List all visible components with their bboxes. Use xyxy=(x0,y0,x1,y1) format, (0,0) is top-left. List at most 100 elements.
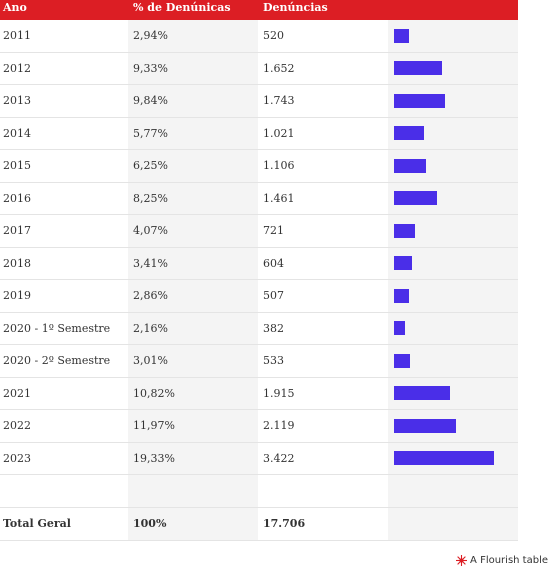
value-bar xyxy=(394,126,424,141)
value-bar xyxy=(394,451,494,466)
percent-cell: 9,33% xyxy=(128,52,258,84)
value-bar xyxy=(394,223,416,238)
denuncias-cell: 604 xyxy=(258,247,388,279)
table-row: 2015 6,25% 1.106 xyxy=(0,150,518,183)
table-row: 2011 2,94% 520 xyxy=(0,20,518,53)
total-label: Total Geral xyxy=(0,507,128,540)
year-cell: 2020 - 1º Semestre xyxy=(0,312,128,344)
credit-text: A Flourish table xyxy=(470,555,548,566)
bar-cell xyxy=(388,117,518,149)
total-row: Total Geral 100% 17.706 xyxy=(0,507,518,541)
table-body: 2011 2,94% 520 2012 9,33% 1.652 2013 9,84% 1.743… xyxy=(0,20,518,508)
value-bar xyxy=(394,256,412,271)
bar-cell xyxy=(388,150,518,182)
total-denuncias: 17.706 xyxy=(258,507,388,540)
table-row: 2021 10,82% 1.915 xyxy=(0,377,518,410)
percent-cell: 10,82% xyxy=(128,377,258,409)
denuncias-cell xyxy=(258,475,388,507)
value-bar xyxy=(394,61,443,76)
denuncias-cell: 721 xyxy=(258,215,388,247)
year-cell: 2011 xyxy=(0,20,128,52)
percent-cell: 8,25% xyxy=(128,182,258,214)
header-ano[interactable]: Ano xyxy=(3,1,27,14)
year-cell: 2023 xyxy=(0,442,128,474)
table-row: 2017 4,07% 721 xyxy=(0,215,518,248)
flourish-credit[interactable]: A Flourish table xyxy=(456,555,548,566)
denuncias-cell: 1.652 xyxy=(258,52,388,84)
percent-cell: 11,97% xyxy=(128,410,258,442)
denuncias-cell: 3.422 xyxy=(258,442,388,474)
bar-cell xyxy=(388,280,518,312)
denuncias-cell: 533 xyxy=(258,345,388,377)
denuncias-cell: 1.915 xyxy=(258,377,388,409)
value-bar xyxy=(394,353,410,368)
year-cell: 2012 xyxy=(0,52,128,84)
total-bar-cell xyxy=(388,507,518,540)
total-percent: 100% xyxy=(128,507,258,540)
percent-cell: 3,41% xyxy=(128,247,258,279)
year-cell: 2018 xyxy=(0,247,128,279)
bar-cell xyxy=(388,182,518,214)
bar-cell xyxy=(388,20,518,52)
table-row: 2019 2,86% 507 xyxy=(0,280,518,313)
header-bar[interactable] xyxy=(388,0,518,20)
year-cell: 2016 xyxy=(0,182,128,214)
year-cell: 2015 xyxy=(0,150,128,182)
value-bar xyxy=(394,288,409,303)
denuncias-cell: 382 xyxy=(258,312,388,344)
percent-cell: 2,16% xyxy=(128,312,258,344)
percent-cell: 5,77% xyxy=(128,117,258,149)
year-cell: 2019 xyxy=(0,280,128,312)
bar-cell xyxy=(388,247,518,279)
denuncias-cell: 1.743 xyxy=(258,85,388,117)
value-bar xyxy=(394,386,450,401)
year-cell: 2014 xyxy=(0,117,128,149)
denuncias-cell: 507 xyxy=(258,280,388,312)
year-cell: 2021 xyxy=(0,377,128,409)
table-header: Ano % de Denúnicas Denúncias xyxy=(0,0,518,20)
bar-cell xyxy=(388,85,518,117)
bar-cell xyxy=(388,345,518,377)
bar-cell xyxy=(388,312,518,344)
bar-cell xyxy=(388,410,518,442)
bar-cell xyxy=(388,442,518,474)
denuncias-cell: 2.119 xyxy=(258,410,388,442)
flourish-logo-icon xyxy=(456,555,468,566)
denuncias-cell: 520 xyxy=(258,20,388,52)
denuncias-cell: 1.461 xyxy=(258,182,388,214)
table-row xyxy=(0,475,518,508)
header-percent[interactable]: % de Denúnicas xyxy=(133,1,231,14)
table-row: 2020 - 1º Semestre 2,16% 382 xyxy=(0,312,518,345)
percent-cell: 9,84% xyxy=(128,85,258,117)
bar-cell xyxy=(388,377,518,409)
year-cell xyxy=(0,475,128,507)
bar-cell xyxy=(388,215,518,247)
header-denuncias[interactable]: Denúncias xyxy=(263,1,328,14)
year-cell: 2022 xyxy=(0,410,128,442)
value-bar xyxy=(394,418,456,433)
percent-cell: 2,86% xyxy=(128,280,258,312)
denuncias-cell: 1.021 xyxy=(258,117,388,149)
value-bar xyxy=(394,321,406,336)
value-bar xyxy=(394,28,410,43)
table-row: 2012 9,33% 1.652 xyxy=(0,52,518,85)
bar-cell xyxy=(388,52,518,84)
year-cell: 2013 xyxy=(0,85,128,117)
bar-cell xyxy=(388,475,518,507)
table-row: 2014 5,77% 1.021 xyxy=(0,117,518,150)
value-bar xyxy=(394,93,445,108)
table-row: 2013 9,84% 1.743 xyxy=(0,85,518,118)
table-row: 2018 3,41% 604 xyxy=(0,247,518,280)
table-row: 2020 - 2º Semestre 3,01% 533 xyxy=(0,345,518,378)
percent-cell: 3,01% xyxy=(128,345,258,377)
percent-cell: 2,94% xyxy=(128,20,258,52)
denuncias-cell: 1.106 xyxy=(258,150,388,182)
table-row: 2022 11,97% 2.119 xyxy=(0,410,518,443)
value-bar xyxy=(394,158,427,173)
value-bar xyxy=(394,191,437,206)
table-row: 2023 19,33% 3.422 xyxy=(0,442,518,475)
year-cell: 2020 - 2º Semestre xyxy=(0,345,128,377)
year-cell: 2017 xyxy=(0,215,128,247)
table-row: 2016 8,25% 1.461 xyxy=(0,182,518,215)
percent-cell: 19,33% xyxy=(128,442,258,474)
